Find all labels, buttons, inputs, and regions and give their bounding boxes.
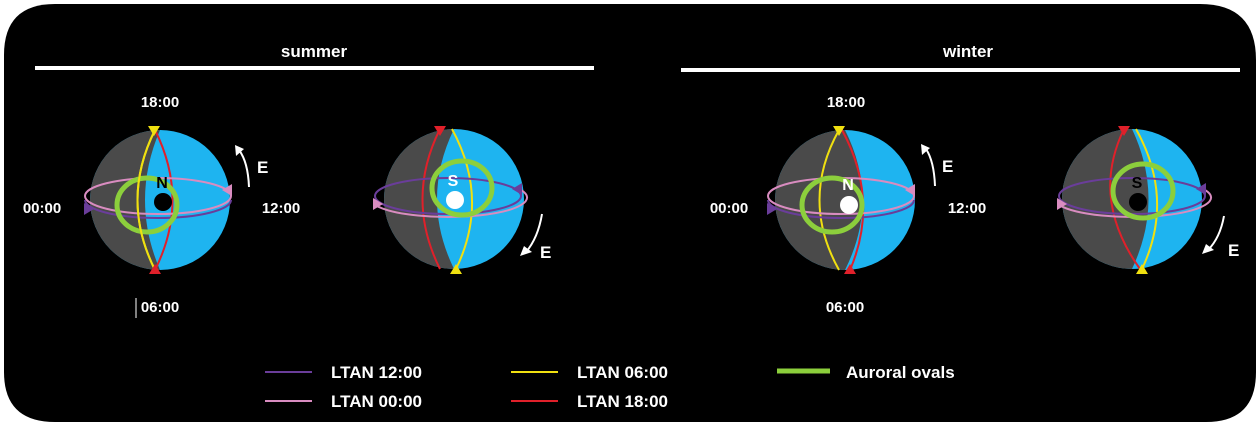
globe-summer-north: N [84, 126, 232, 274]
arrow-ltan18-top [434, 126, 446, 136]
arrow-ltan18-bottom [844, 264, 856, 274]
summer-heading: summer [281, 42, 348, 61]
label-06-00-winter: 06:00 [826, 299, 864, 316]
label-18-00-winter: 18:00 [827, 94, 865, 111]
pole-dot [1129, 193, 1147, 211]
label-06-00-summer: 06:00 [141, 299, 179, 316]
orbit-ltan12 [84, 199, 232, 219]
pole-label-north: N [156, 175, 168, 192]
arrow-ltan12-right [1196, 183, 1206, 195]
orbit-ltan06-front [136, 129, 156, 271]
pole-dot [446, 191, 464, 209]
arrow-ltan00-left [373, 198, 383, 210]
orbit-ltan18 [154, 129, 174, 271]
orbit-ltan06 [818, 129, 840, 271]
arrow-ltan12-left [84, 203, 94, 215]
orbit-ltan06 [451, 128, 474, 270]
pole-label-south: S [448, 173, 459, 190]
legend-label-ltan12: LTAN 12:00 [331, 363, 422, 382]
pole-dot [154, 193, 172, 211]
legend: LTAN 12:00 LTAN 00:00 LTAN 06:00 LTAN 18… [265, 363, 955, 411]
auroral-oval [114, 175, 180, 235]
east-arrowhead-1 [235, 145, 244, 156]
arrow-ltan00-right [222, 184, 232, 196]
pole-dot [840, 196, 858, 214]
arrow-ltan06-top [148, 126, 160, 136]
arrow-ltan18-top [1118, 126, 1130, 136]
east-arrowhead-4 [1202, 244, 1214, 254]
legend-label-oval: Auroral ovals [846, 363, 955, 382]
east-arrow-3 [925, 148, 936, 187]
auroral-oval [429, 158, 495, 218]
legend-label-ltan18: LTAN 18:00 [577, 392, 668, 411]
auroral-oval [1110, 161, 1176, 221]
arrow-ltan18-bottom [149, 264, 161, 274]
orbit-ltan18 [421, 128, 441, 270]
arrow-ltan12-right [512, 183, 522, 195]
globe-winter-south: S [1057, 126, 1213, 274]
east-label-3: E [942, 157, 953, 176]
orbit-ltan00 [374, 189, 529, 218]
label-00-00-winter: 00:00 [710, 200, 748, 217]
arrow-ltan00-right [905, 184, 915, 196]
east-label-2: E [540, 243, 551, 262]
arrow-ltan00-left [1057, 198, 1067, 210]
east-arrowhead-3 [921, 144, 930, 155]
auroral-oval [799, 175, 865, 235]
globe-night-side [384, 129, 454, 269]
east-arrow-1 [238, 149, 250, 188]
east-label-4: E [1228, 241, 1239, 260]
pole-label-north: N [842, 177, 854, 194]
arrow-ltan06-bottom [1136, 264, 1148, 274]
orbit-ltan18 [1109, 128, 1141, 270]
label-00-00-summer: 00:00 [23, 200, 61, 217]
globe-night-side [1062, 129, 1149, 269]
arrow-ltan06-bottom [450, 264, 462, 274]
arrow-ltan06-top [833, 126, 845, 136]
orbit-ltan00 [1058, 189, 1213, 218]
globe-summer-south: S [373, 126, 529, 274]
legend-label-ltan06: LTAN 06:00 [577, 363, 668, 382]
winter-heading: winter [942, 42, 993, 61]
label-18-00-summer: 18:00 [141, 94, 179, 111]
arrow-ltan12-left [767, 203, 777, 215]
east-label-1: E [257, 158, 268, 177]
orbit-ltan06 [1135, 128, 1159, 270]
east-arrowhead-2 [520, 246, 532, 256]
pole-label-south: S [1132, 175, 1143, 192]
label-12-00-winter: 12:00 [948, 200, 986, 217]
orbit-ltan12 [767, 199, 915, 219]
legend-label-ltan00: LTAN 00:00 [331, 392, 422, 411]
label-12-00-summer: 12:00 [262, 200, 300, 217]
globe-winter-north: N [767, 126, 915, 274]
background-panel [4, 4, 1256, 422]
